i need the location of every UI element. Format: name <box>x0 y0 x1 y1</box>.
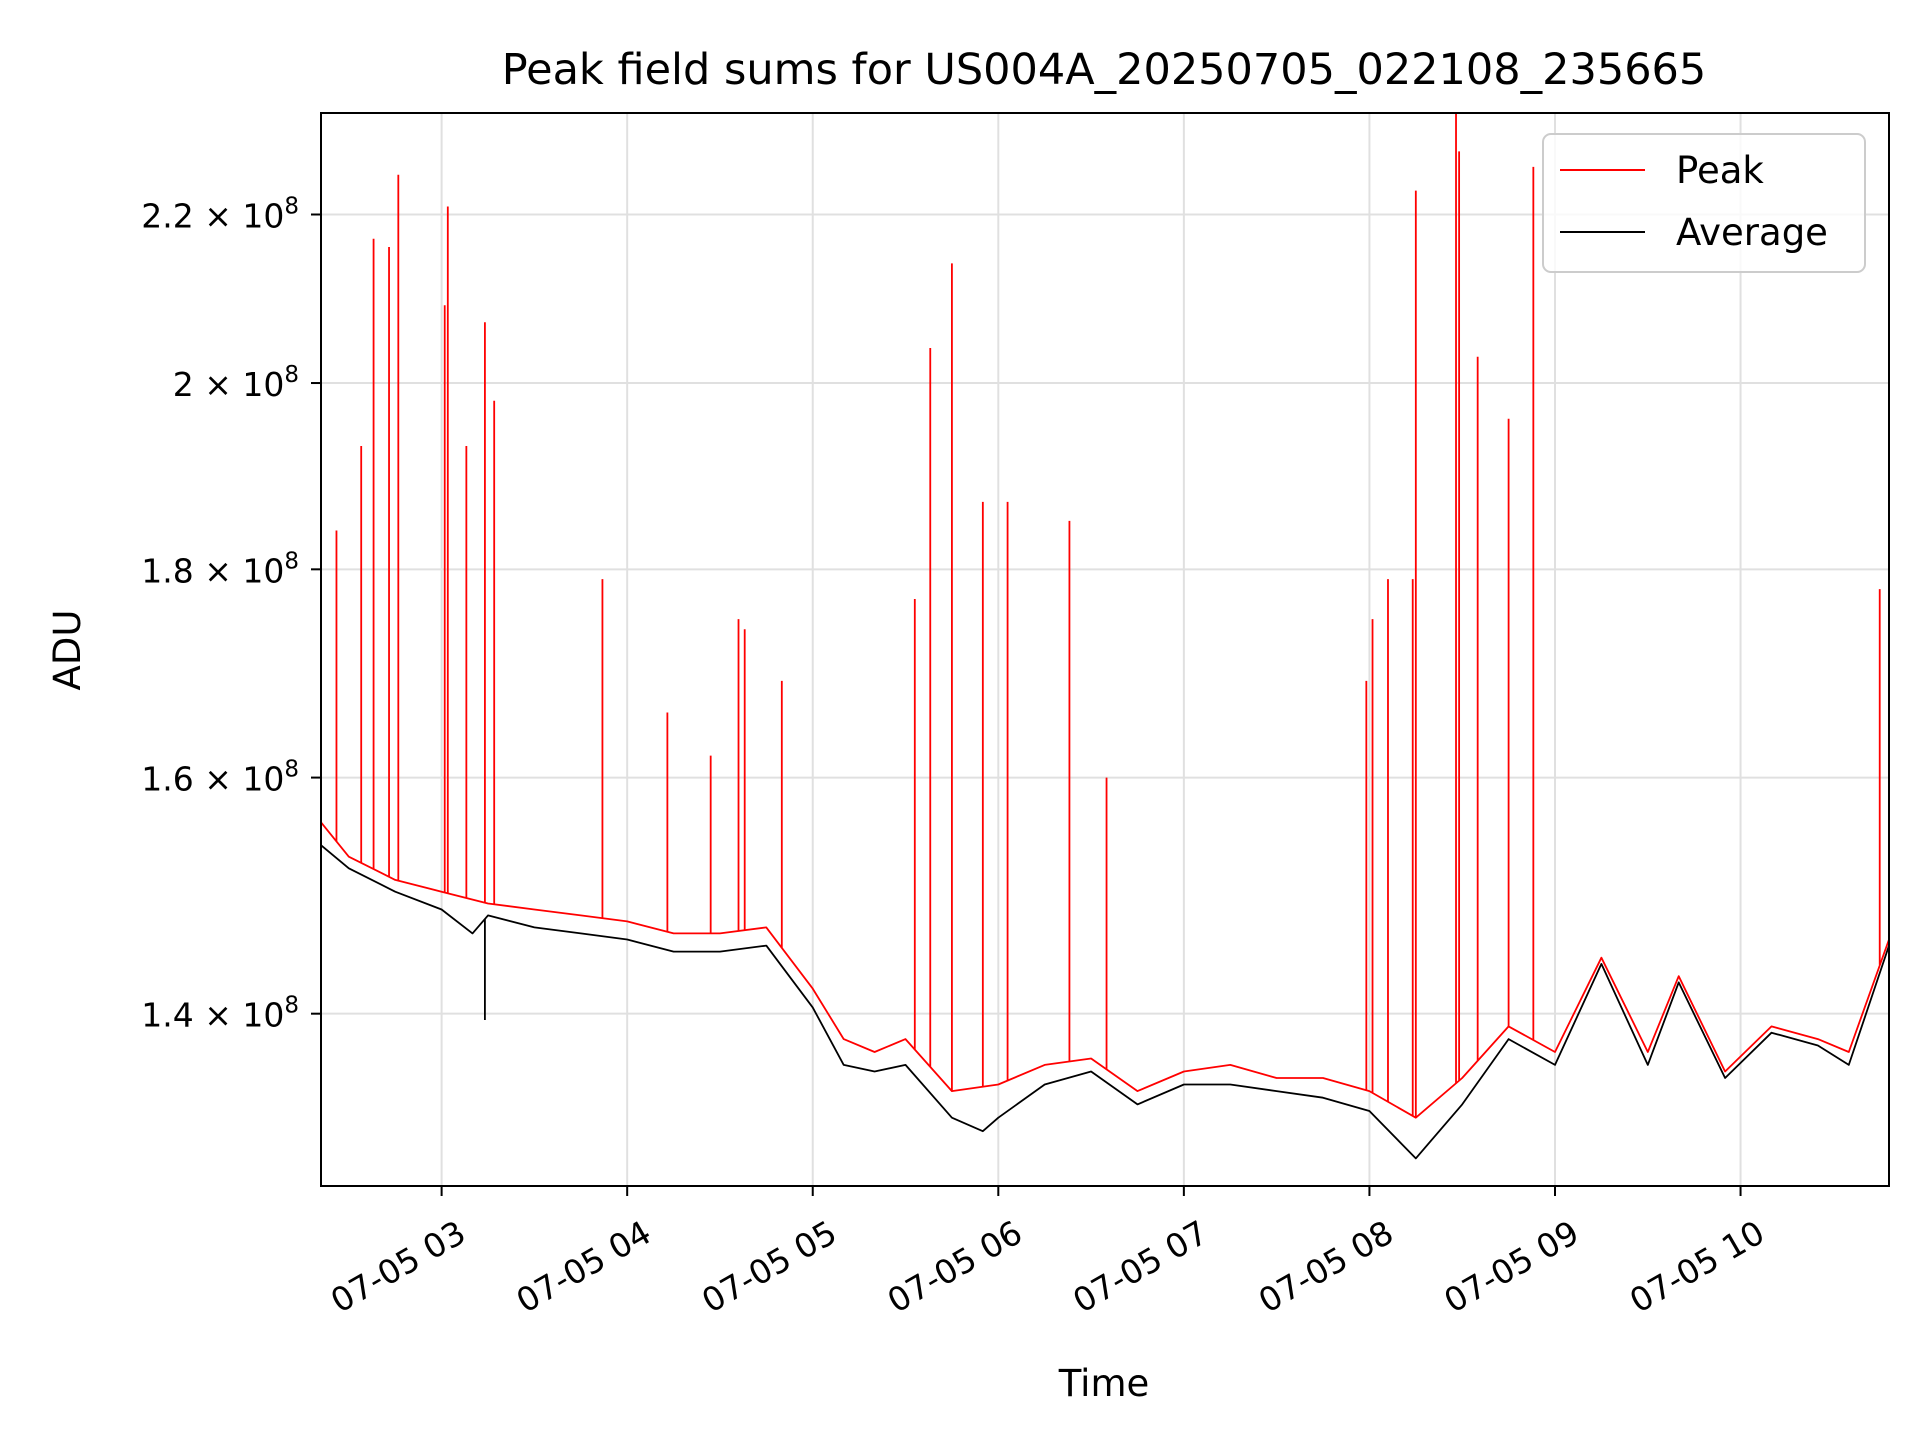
legend-box <box>1542 133 1866 273</box>
legend-label-average: Average <box>1676 211 1828 254</box>
y-axis-label: ADU <box>46 610 89 691</box>
y-axis-ticks: 1.4 × 108 1.6 × 108 1.8 × 108 2 × 108 2.2 × … <box>141 194 321 1035</box>
y-tick-label: 2 × 108 <box>173 362 299 404</box>
x-axis-label: Time <box>1058 1362 1150 1405</box>
y-tick-label: 1.6 × 108 <box>141 757 299 799</box>
y-tick-label: 1.8 × 108 <box>141 548 299 590</box>
y-tick-label: 1.4 × 108 <box>141 993 299 1035</box>
gridlines <box>321 113 1889 1186</box>
y-tick-label: 2.2 × 108 <box>141 194 299 236</box>
series-peak <box>321 113 1889 1119</box>
series-line-average <box>321 844 1889 1160</box>
series-average <box>321 844 1889 1160</box>
chart-title: Peak field sums for US004A_20250705_0221… <box>502 45 1707 95</box>
legend-label-peak: Peak <box>1676 149 1764 192</box>
legend: Peak Average <box>1542 133 1866 273</box>
series-lines <box>321 113 1889 1160</box>
plot-frame <box>320 112 1890 1187</box>
series-line-peak <box>321 821 1889 1119</box>
